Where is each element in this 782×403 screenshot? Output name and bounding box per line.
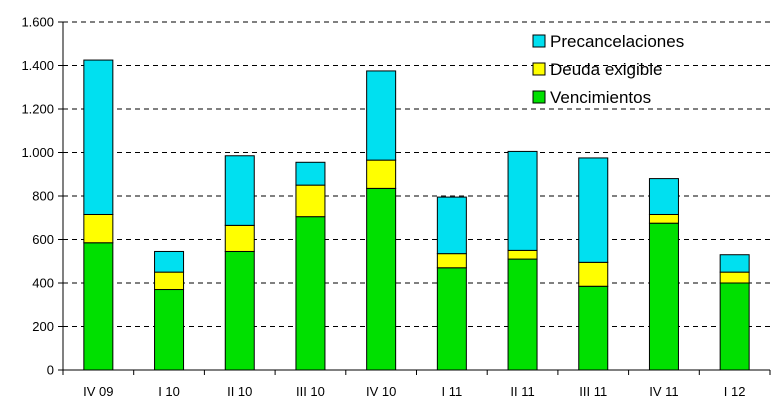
bar-segment-vencimientos [83,242,114,371]
bar-segment-precancelaciones [224,155,255,226]
y-tick-label: 1.200 [21,102,54,117]
legend-swatch [532,62,546,76]
bar-segment-vencimientos [507,258,538,371]
legend-swatch [532,90,546,104]
y-tick-label: 200 [32,319,54,334]
bar-segment-deuda-exigible [366,159,397,189]
bar-segment-deuda-exigible [719,271,750,284]
x-tick-label: II 11 [510,384,534,399]
x-tick-label: III 11 [579,384,607,399]
bar-segment-precancelaciones [507,150,538,251]
bar-segment-vencimientos [295,216,326,371]
bar-segment-deuda-exigible [295,184,326,218]
bar-segment-deuda-exigible [578,261,609,287]
bar-segment-vencimientos [648,222,679,371]
bar-segment-vencimientos [224,250,255,371]
legend-label: Precancelaciones [550,32,684,51]
bar-segment-precancelaciones [83,59,114,215]
x-tick-label: IV 09 [83,384,113,399]
bar-segment-deuda-exigible [507,249,538,260]
y-tick-label: 800 [32,189,54,204]
y-tick-label: 1.400 [21,58,54,73]
bar-segment-vencimientos [366,187,397,371]
x-tick-label: I 12 [724,384,746,399]
bar-segment-vencimientos [578,285,609,371]
y-tick-label: 600 [32,232,54,247]
y-tick-label: 1.000 [21,145,54,160]
bar-segment-precancelaciones [366,70,397,161]
legend-swatch [532,34,546,48]
bar-segment-precancelaciones [648,178,679,215]
legend-label: Vencimientos [550,88,651,107]
bar-segment-precancelaciones [154,250,185,273]
bar-segment-precancelaciones [295,161,326,186]
bar-segment-precancelaciones [436,196,467,255]
bar-segment-deuda-exigible [83,213,114,244]
y-tick-label: 400 [32,276,54,291]
bar-segment-precancelaciones [578,157,609,263]
bar-segment-vencimientos [436,267,467,371]
legend-label: Deuda exigible [550,60,662,79]
x-tick-label: I 10 [158,384,180,399]
bar-segment-vencimientos [719,282,750,371]
y-tick-label: 0 [47,363,54,378]
y-tick-label: 1.600 [21,15,54,30]
bar-segment-deuda-exigible [436,253,467,269]
bar-segment-deuda-exigible [154,271,185,291]
x-tick-label: III 10 [296,384,325,399]
x-tick-label: II 10 [227,384,252,399]
bar-segment-deuda-exigible [224,224,255,252]
x-tick-label: IV 11 [649,384,678,399]
bar-segment-vencimientos [154,289,185,371]
bar-segment-precancelaciones [719,254,750,273]
x-tick-label: IV 10 [366,384,396,399]
x-tick-label: I 11 [441,384,462,399]
bar-segment-deuda-exigible [648,213,679,224]
